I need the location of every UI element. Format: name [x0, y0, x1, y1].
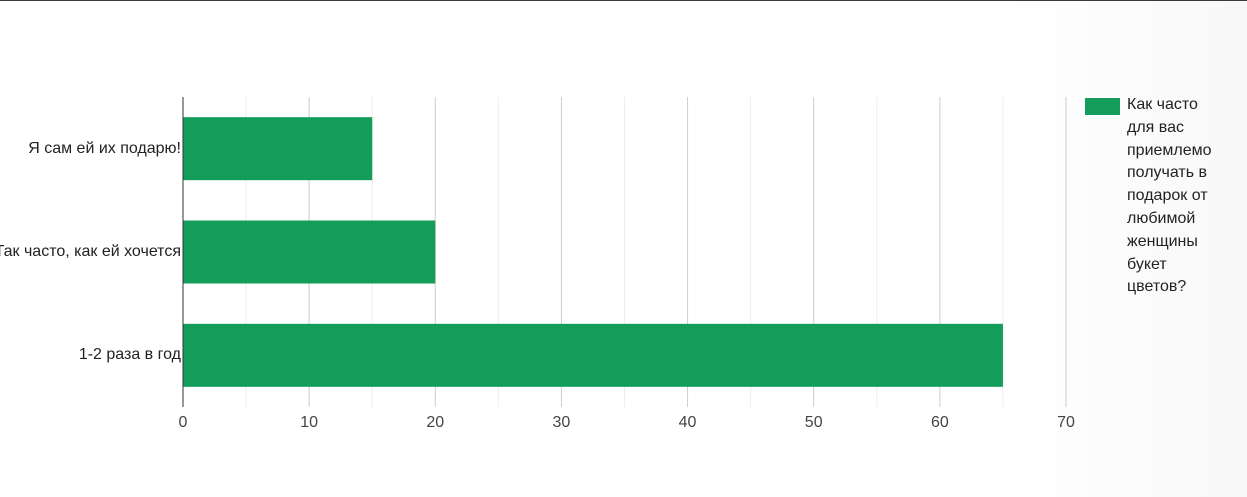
tick-label: 20 [426, 414, 445, 431]
tick-label: 50 [804, 414, 823, 431]
category-label: 1-2 раза в год [78, 346, 181, 364]
category-label: Я сам ей их подарю! [28, 139, 181, 157]
category-label: Так часто, как ей хочется [0, 243, 181, 260]
legend-swatch [1085, 98, 1120, 115]
bar [183, 323, 1003, 387]
tick-label: 30 [552, 414, 571, 431]
tick-label: 40 [678, 414, 697, 431]
page-shade [1000, 1, 1247, 497]
top-border [0, 0, 1247, 1]
legend-label: Как часто для вас приемлемо получать в п… [1127, 96, 1212, 296]
tick-label: 10 [300, 414, 319, 431]
tick-label: 60 [930, 414, 949, 431]
tick-label: 70 [1057, 414, 1075, 431]
tick-label: 0 [178, 414, 188, 431]
bar [183, 117, 373, 181]
bar [183, 220, 436, 284]
